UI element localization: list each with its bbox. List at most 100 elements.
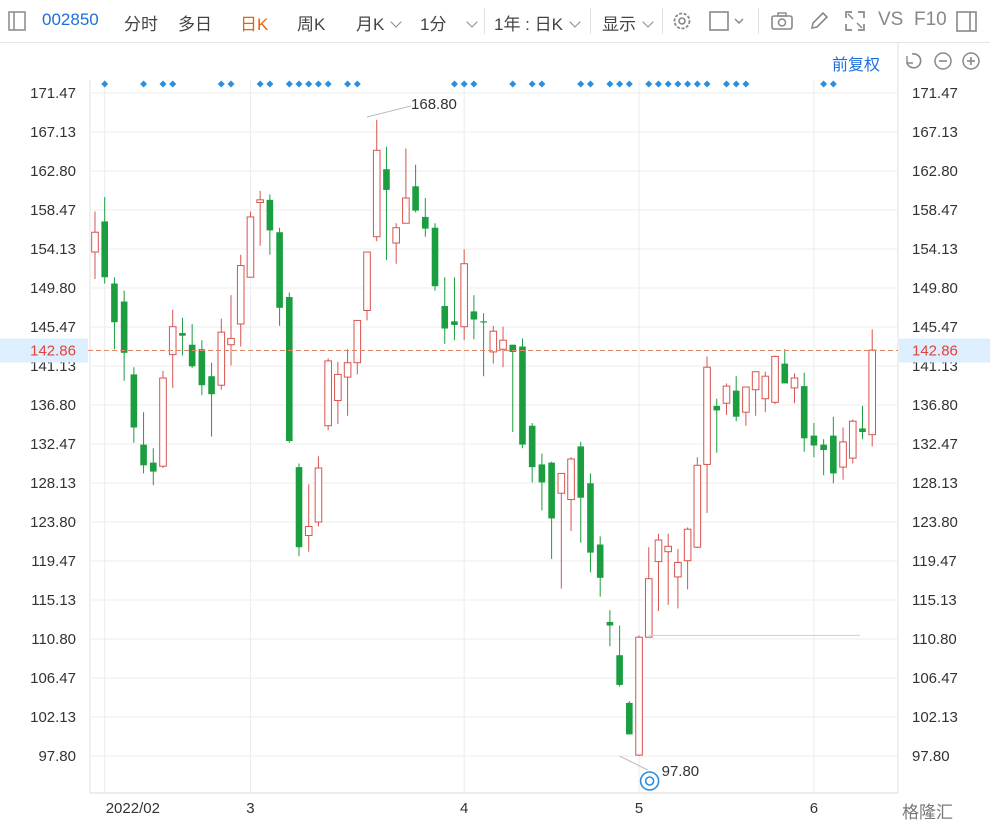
period-select[interactable]: 1年 : 日K: [494, 10, 581, 35]
y-axis-left: 171.47 167.13 162.80 158.47 154.13 149.80 145.…: [0, 85, 88, 765]
candle-body-down: [149, 462, 157, 472]
event-marker-icon: [285, 80, 293, 88]
color-box-icon[interactable]: [708, 10, 748, 32]
candle-body-up: [159, 377, 167, 467]
tab-weekly-k[interactable]: 周K: [297, 15, 326, 34]
y-tick-label-right: 136.80: [912, 397, 958, 414]
event-marker-icon: [295, 80, 303, 88]
candle-body-up: [256, 199, 264, 204]
event-marker-icon: [305, 80, 313, 88]
event-marker-icon: [664, 80, 672, 88]
y-tick-label-left: 149.80: [30, 280, 76, 297]
candle-body-up: [499, 339, 507, 350]
divider: [484, 8, 485, 34]
tab-intraday[interactable]: 分时: [124, 15, 158, 34]
candle-body-up: [868, 349, 877, 436]
event-marker-icon: [528, 80, 536, 88]
candle-body-up: [751, 371, 760, 391]
event-marker-icon: [693, 80, 701, 88]
high-annotation-label: 168.80: [411, 96, 457, 113]
high-annotation-leader: [366, 105, 412, 118]
event-marker-icon: [344, 80, 352, 88]
chevron-down-icon: [390, 16, 403, 28]
event-badge-icon: [639, 771, 660, 791]
candle-body-up: [91, 231, 99, 253]
event-marker-icon: [353, 80, 361, 88]
event-marker-icon: [227, 80, 235, 88]
settings-gear-icon[interactable]: [671, 10, 693, 32]
tab-monthly-k[interactable]: 月K: [356, 10, 403, 35]
candle-body-down: [276, 232, 283, 308]
pencil-icon[interactable]: [808, 10, 830, 32]
zoom-out-icon[interactable]: [934, 52, 952, 70]
x-tick-label: 4: [460, 800, 468, 817]
event-marker-icon: [606, 80, 614, 88]
candle-body-up: [683, 528, 692, 562]
event-badge-icon: [644, 776, 655, 786]
candle-body-down: [470, 311, 478, 320]
candle-body-up: [236, 265, 245, 325]
candle-body-up: [353, 319, 362, 364]
candle-body-down: [101, 221, 109, 278]
reset-icon[interactable]: [906, 53, 922, 69]
candle-body-up: [567, 458, 575, 501]
y-axis-right: 171.47 167.13 162.80 158.47 154.13 149.80 145.…: [899, 85, 990, 765]
x-tick-label: 6: [810, 800, 818, 817]
toolbar: 002850 分时 多日 日K 周K 月K 1分 1年 : 日K 显示 VS F…: [0, 0, 990, 43]
candle-body-up: [227, 337, 235, 346]
panel-toggle-icon[interactable]: [956, 11, 978, 33]
sidebar-toggle-icon[interactable]: [8, 11, 26, 31]
event-marker-icon: [450, 80, 458, 88]
candle-body-up: [654, 539, 663, 563]
tab-multi-day[interactable]: 多日: [178, 15, 212, 34]
adjustment-mode-button[interactable]: 前复权: [832, 57, 881, 74]
tab-daily-k[interactable]: 日K: [240, 15, 269, 34]
f10-button[interactable]: F10: [914, 9, 947, 30]
event-marker-icon: [509, 80, 517, 88]
event-marker-icon: [159, 80, 167, 88]
event-marker-icon: [217, 80, 225, 88]
event-marker-icon: [742, 80, 750, 88]
compare-button[interactable]: VS: [878, 9, 904, 30]
display-select-label: 显示: [602, 15, 636, 34]
zoom-in-icon[interactable]: [962, 52, 980, 70]
candle-body-down: [519, 346, 526, 445]
event-marker-icon: [460, 80, 468, 88]
y-tick-label-right: 141.13: [912, 358, 958, 375]
chevron-down-icon: [642, 16, 654, 28]
tab-monthly-k-label: 月K: [356, 15, 385, 34]
event-marker-icon: [169, 80, 177, 88]
display-select[interactable]: 显示: [602, 10, 654, 35]
chevron-down-icon: [569, 16, 581, 28]
candle-body-down: [713, 405, 721, 411]
candle-body-down: [781, 363, 789, 384]
y-tick-label-right: 162.80: [912, 163, 958, 180]
low-annotation-label: 97.80: [662, 763, 700, 780]
event-marker-icon: [732, 80, 740, 88]
candle-body-up: [674, 562, 682, 578]
camera-icon[interactable]: [770, 11, 794, 31]
candle-body-down: [830, 435, 837, 474]
candle-body-up: [693, 464, 702, 548]
y-tick-label-left: 158.47: [30, 202, 76, 219]
tab-minute[interactable]: 1分: [420, 10, 479, 35]
y-tick-label-left: 110.80: [31, 631, 76, 648]
candle-body-up: [489, 330, 498, 353]
y-tick-label-right: 154.13: [912, 241, 958, 258]
y-tick-label-left: 145.47: [30, 319, 76, 336]
y-tick-label-left: 97.80: [38, 748, 76, 765]
candle-body-down: [616, 655, 623, 685]
candle-body-up: [246, 216, 255, 278]
candle-body-up: [343, 362, 352, 378]
y-tick-label-left: 141.13: [30, 358, 76, 375]
y-tick-label-right: 158.47: [912, 202, 958, 219]
divider: [590, 8, 591, 34]
candle-body-up: [664, 545, 672, 553]
y-tick-label-left: 123.80: [30, 514, 76, 531]
candle-body-down: [266, 199, 274, 231]
current-price-badge-left: [0, 338, 88, 363]
fullscreen-icon[interactable]: [844, 10, 866, 32]
candle-body-down: [587, 483, 594, 553]
candle-body-up: [334, 373, 342, 402]
